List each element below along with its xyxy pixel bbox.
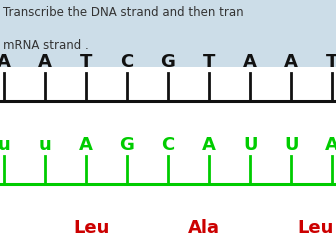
Text: A: A [38, 53, 52, 71]
Text: Transcribe the DNA strand and then tran: Transcribe the DNA strand and then tran [3, 6, 244, 19]
Text: A: A [284, 53, 298, 71]
Text: T: T [203, 53, 215, 71]
Text: u: u [0, 136, 10, 154]
Text: U: U [243, 136, 257, 154]
Text: G: G [161, 53, 175, 71]
Text: A: A [79, 136, 93, 154]
Text: G: G [120, 136, 134, 154]
Text: A: A [202, 136, 216, 154]
Text: Ala: Ala [187, 219, 219, 237]
Text: C: C [161, 136, 175, 154]
FancyBboxPatch shape [0, 0, 336, 67]
Text: T: T [80, 53, 92, 71]
Text: C: C [120, 53, 133, 71]
Text: A: A [0, 53, 11, 71]
Text: u: u [38, 136, 51, 154]
Text: A: A [243, 53, 257, 71]
Text: mRNA strand .: mRNA strand . [3, 39, 89, 52]
Text: T: T [326, 53, 336, 71]
Text: U: U [284, 136, 298, 154]
Text: A: A [325, 136, 336, 154]
Text: Leu: Leu [73, 219, 110, 237]
Text: Leu: Leu [297, 219, 334, 237]
